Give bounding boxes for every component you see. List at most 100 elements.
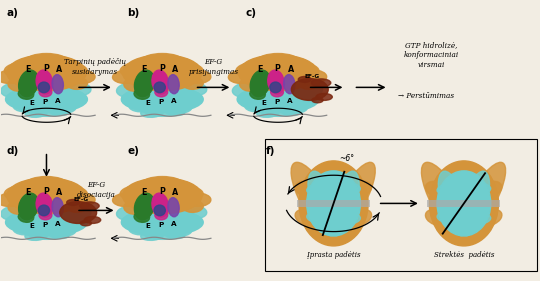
Ellipse shape <box>254 56 282 68</box>
Ellipse shape <box>39 87 52 97</box>
Ellipse shape <box>112 70 140 83</box>
Ellipse shape <box>270 82 281 93</box>
Ellipse shape <box>7 178 86 214</box>
Text: GTP hidrolizė,
konformaciniai
virsmai: GTP hidrolizė, konformaciniai virsmai <box>404 42 459 69</box>
Text: A: A <box>55 221 60 227</box>
Ellipse shape <box>152 70 168 94</box>
Text: P: P <box>274 99 280 105</box>
Text: EF-G
disociacija: EF-G disociacija <box>77 182 116 199</box>
Ellipse shape <box>122 209 203 236</box>
Ellipse shape <box>429 161 498 246</box>
Ellipse shape <box>299 78 319 89</box>
Ellipse shape <box>132 187 193 208</box>
Ellipse shape <box>129 100 160 112</box>
Ellipse shape <box>11 88 82 108</box>
Ellipse shape <box>123 178 202 214</box>
Text: b): b) <box>127 8 139 18</box>
Ellipse shape <box>138 56 166 68</box>
Text: E: E <box>141 65 146 74</box>
Ellipse shape <box>126 211 198 231</box>
Text: EF-G: EF-G <box>305 74 320 79</box>
Ellipse shape <box>167 63 203 78</box>
Ellipse shape <box>138 179 166 191</box>
Ellipse shape <box>52 181 77 192</box>
Ellipse shape <box>117 82 152 98</box>
Ellipse shape <box>25 108 48 117</box>
Ellipse shape <box>421 162 474 244</box>
Ellipse shape <box>22 56 50 68</box>
Ellipse shape <box>426 209 449 226</box>
Ellipse shape <box>349 209 372 225</box>
Ellipse shape <box>268 70 284 94</box>
Ellipse shape <box>316 94 332 100</box>
Ellipse shape <box>120 185 158 201</box>
Ellipse shape <box>58 81 91 96</box>
Text: P: P <box>43 64 49 73</box>
Ellipse shape <box>154 82 165 93</box>
Ellipse shape <box>426 181 449 198</box>
FancyBboxPatch shape <box>427 200 500 207</box>
Ellipse shape <box>142 53 183 68</box>
Ellipse shape <box>36 70 53 94</box>
Text: Įprasta padėtis: Įprasta padėtis <box>307 251 360 259</box>
Text: → Perstūmimas: → Perstūmimas <box>398 92 454 100</box>
Text: A: A <box>171 221 177 227</box>
Ellipse shape <box>14 223 44 235</box>
Ellipse shape <box>168 198 179 217</box>
Ellipse shape <box>239 55 318 91</box>
Ellipse shape <box>437 181 491 198</box>
Text: Tarpinių padėčių
susidarymas: Tarpinių padėčių susidarymas <box>64 58 126 76</box>
Text: E: E <box>30 223 35 229</box>
Ellipse shape <box>312 98 323 103</box>
Ellipse shape <box>70 70 95 83</box>
Ellipse shape <box>307 209 360 226</box>
Text: A: A <box>56 65 63 74</box>
Ellipse shape <box>164 224 192 236</box>
Text: A: A <box>288 65 294 74</box>
Text: E: E <box>261 100 266 106</box>
Ellipse shape <box>1 82 36 98</box>
Ellipse shape <box>185 70 211 83</box>
Text: E: E <box>25 65 31 74</box>
Ellipse shape <box>236 62 274 78</box>
Ellipse shape <box>437 171 491 236</box>
Ellipse shape <box>67 200 87 212</box>
Ellipse shape <box>84 217 101 223</box>
Ellipse shape <box>112 193 140 207</box>
Ellipse shape <box>438 171 468 236</box>
Ellipse shape <box>312 79 331 87</box>
Ellipse shape <box>324 162 375 244</box>
Ellipse shape <box>284 58 309 69</box>
Text: EF-G
prisijungimas: EF-G prisijungimas <box>188 58 239 76</box>
Ellipse shape <box>5 209 87 236</box>
Ellipse shape <box>271 87 284 97</box>
Ellipse shape <box>284 63 319 78</box>
Text: A: A <box>55 98 60 104</box>
Ellipse shape <box>52 63 87 78</box>
Text: E: E <box>257 65 262 74</box>
Ellipse shape <box>292 79 328 100</box>
Ellipse shape <box>52 75 63 94</box>
Ellipse shape <box>16 64 77 85</box>
Ellipse shape <box>48 224 76 236</box>
Ellipse shape <box>120 62 158 78</box>
Ellipse shape <box>52 186 87 201</box>
Ellipse shape <box>18 212 34 222</box>
Ellipse shape <box>183 78 203 89</box>
Text: A: A <box>172 188 178 197</box>
Ellipse shape <box>279 101 307 113</box>
Ellipse shape <box>0 193 25 207</box>
Text: E: E <box>145 100 150 106</box>
Text: P: P <box>43 187 49 196</box>
Ellipse shape <box>8 78 29 91</box>
Ellipse shape <box>258 53 299 68</box>
Text: P: P <box>43 222 48 228</box>
Ellipse shape <box>174 204 207 219</box>
Ellipse shape <box>299 161 368 246</box>
Ellipse shape <box>307 181 360 198</box>
Ellipse shape <box>28 104 66 116</box>
Text: ~6°: ~6° <box>340 154 355 163</box>
Ellipse shape <box>134 70 154 97</box>
Ellipse shape <box>14 100 44 112</box>
Ellipse shape <box>18 70 38 97</box>
